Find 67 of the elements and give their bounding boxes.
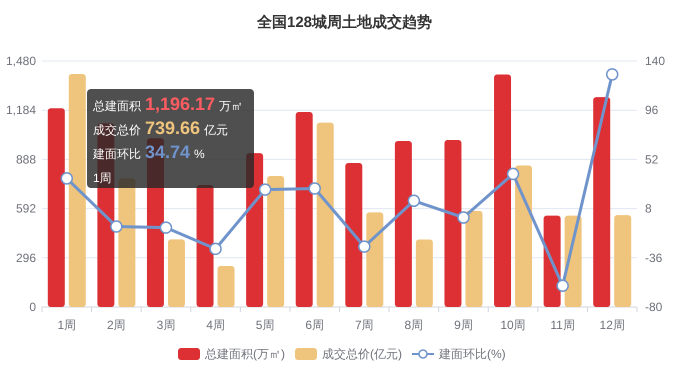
bar [444,140,462,307]
annotation: 亿元 [203,123,228,137]
annotation: 成交总价 [93,123,141,137]
y-tick-label: 592 [16,202,36,216]
bar [515,166,532,307]
y2-tick-label: -80 [645,300,663,314]
annotation: 34.74 [145,142,190,162]
bar [267,176,284,307]
x-tick-label: 11周 [550,318,575,332]
bar [593,97,610,307]
x-tick-label: 2周 [107,318,126,332]
x-tick-label: 8周 [404,318,424,332]
x-tick-label: 9周 [454,318,473,332]
point [209,242,222,256]
bar [494,74,512,307]
legend-label: 成交总价(亿元) [322,347,402,361]
annotation: 1,196.17 [145,94,216,114]
x-tick-label: 1周 [57,318,76,332]
y-tick-label: 1,184 [6,103,36,118]
y-tick-label: 0 [29,300,36,314]
bar [68,74,86,307]
legend-label: 建面环比(%) [438,347,506,361]
point [408,194,420,208]
y2-tick-label: 52 [645,152,659,166]
y-tick-label: 1,480 [6,54,36,68]
annotation: % [194,147,206,161]
annotation: 建面环比 [92,147,141,161]
bar [48,108,65,307]
bar [218,266,235,307]
point [110,220,123,233]
bar [366,212,384,307]
point [60,172,74,185]
point [358,240,371,253]
x-tick-label: 7周 [354,318,374,332]
y2-tick-label: 8 [645,202,652,216]
point [308,182,321,195]
point [457,211,470,224]
annotation: 739.66 [145,118,200,138]
x-tick-label: 5周 [256,318,274,332]
annotation: 万㎡ [219,99,244,113]
legend-label: 总建面积(万㎡) [204,347,285,361]
annotation: 1周 [93,171,112,185]
point [606,68,618,81]
bar [614,215,632,307]
bar [465,210,482,307]
bar [296,112,313,307]
y-tick-label: 296 [16,250,36,265]
point [160,221,172,234]
y-tick-label: 888 [16,152,36,166]
point [506,168,520,180]
bar [168,239,185,307]
bar [394,140,412,307]
y2-tick-label: 140 [645,54,666,68]
y2-tick-label: -36 [645,250,663,265]
x-tick-label: 3周 [156,318,176,332]
annotation: 总建面积 [92,99,141,113]
x-tick-label: 4周 [206,318,225,332]
bar [416,240,433,307]
chart-title: 全国128城周土地成交趋势 [256,13,432,31]
y2-tick-label: 96 [645,103,659,118]
bar [345,163,362,307]
x-tick-label: 10周 [500,318,526,332]
bar [316,122,334,307]
x-tick-label: 12周 [600,318,625,332]
point [258,183,272,196]
x-tick-label: 6周 [305,318,324,332]
point [556,280,569,292]
